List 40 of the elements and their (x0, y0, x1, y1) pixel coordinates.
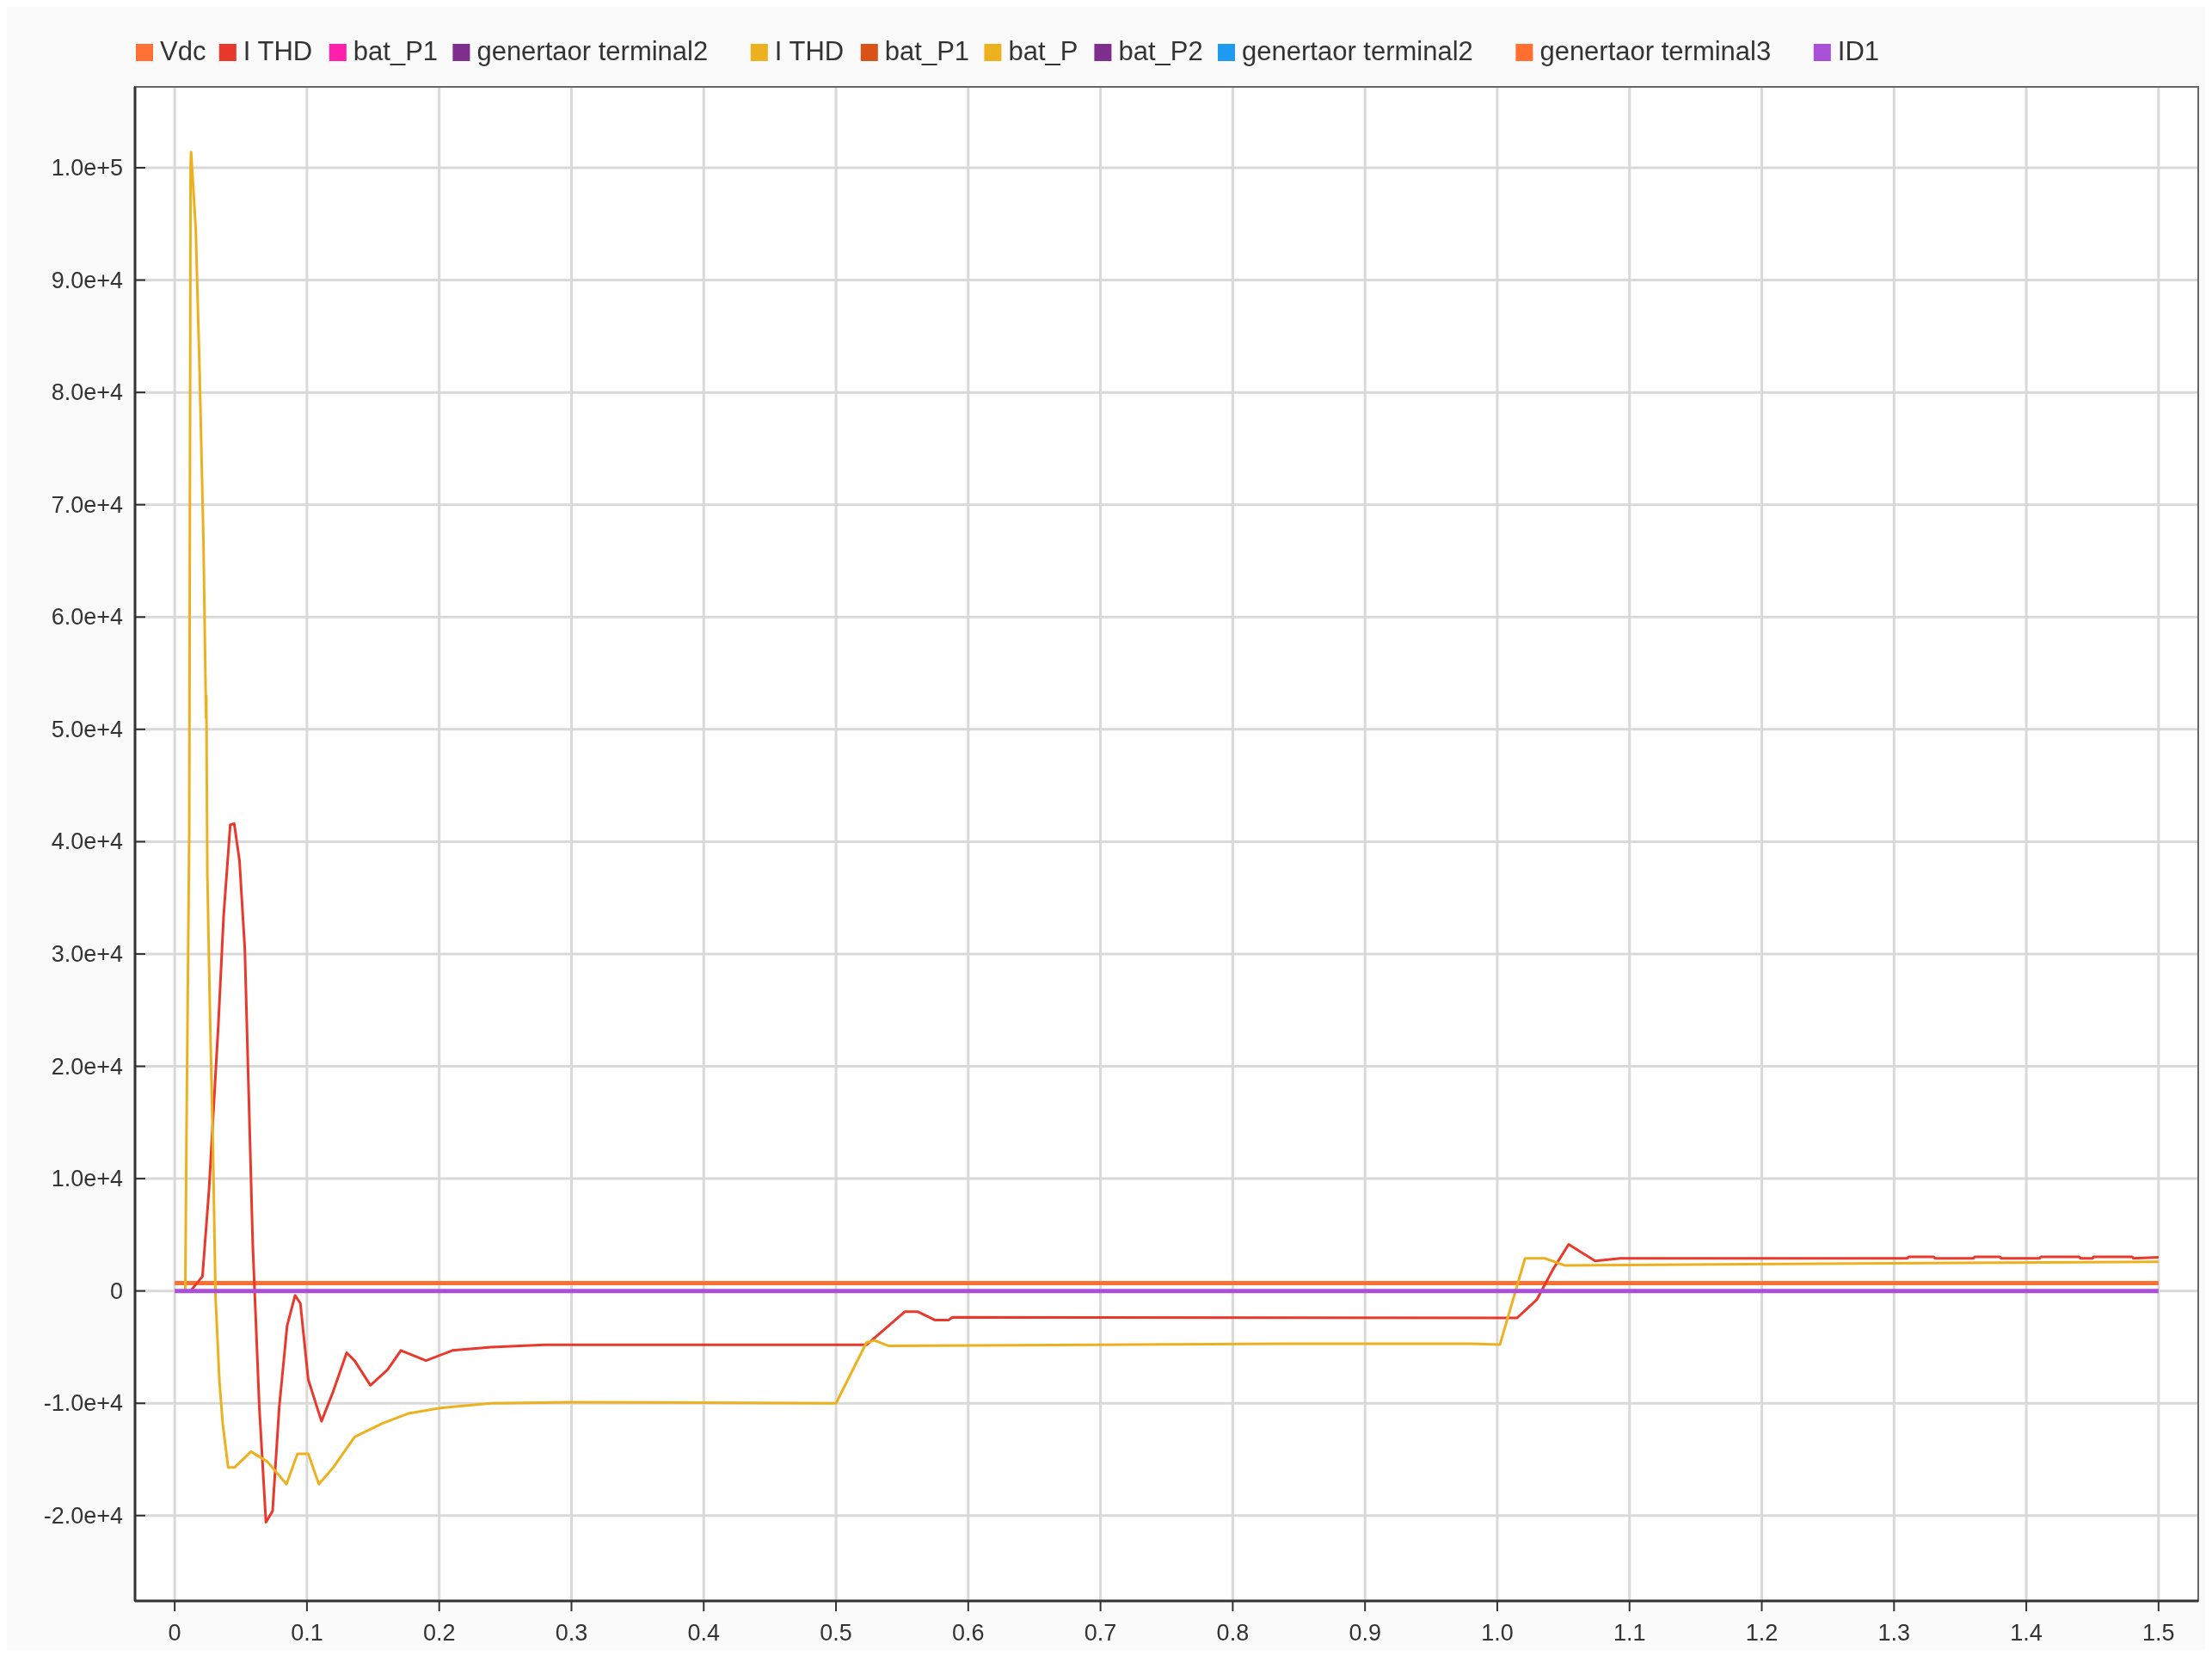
legend-label: genertaor terminal3 (1539, 36, 1772, 66)
x-tick-label: 0.2 (422, 1620, 456, 1646)
x-tick-label: 0.6 (952, 1620, 985, 1646)
y-tick-label: 7.0e+4 (51, 491, 123, 518)
legend-label: bat_P (1008, 36, 1078, 66)
legend-label: I THD (243, 36, 313, 66)
x-tick-label: 0.4 (687, 1620, 721, 1646)
x-tick-label: 1.4 (2010, 1620, 2043, 1646)
legend-label: bat_P1 (884, 36, 970, 66)
x-tick-label: 0.5 (820, 1620, 852, 1646)
y-tick-label: 1.0e+5 (51, 155, 123, 182)
legend-label: ID1 (1837, 36, 1880, 66)
legend-label: Vdc (160, 36, 206, 66)
x-tick-label: 1.5 (2142, 1620, 2175, 1646)
legend-label: genertaor terminal2 (476, 36, 709, 66)
x-tick-label: 0 (168, 1620, 181, 1646)
x-tick-label: 0.9 (1349, 1620, 1381, 1646)
y-tick-label: 8.0e+4 (51, 379, 123, 406)
x-tick-label: 0.8 (1216, 1620, 1250, 1646)
y-tick-label: 6.0e+4 (51, 604, 123, 631)
y-tick-label: 5.0e+4 (51, 716, 123, 742)
x-tick-label: 0.1 (291, 1620, 323, 1646)
x-tick-label: 1.1 (1613, 1620, 1646, 1646)
legend-label: bat_P1 (353, 36, 439, 66)
x-tick-label: 0.3 (555, 1620, 588, 1646)
y-tick-label: 0 (109, 1277, 123, 1304)
y-tick-label: -1.0e+4 (43, 1390, 123, 1417)
legend-label: bat_P2 (1118, 36, 1203, 66)
y-tick-label: 4.0e+4 (51, 828, 123, 855)
y-tick-label: -2.0e+4 (43, 1502, 123, 1529)
y-tick-label: 2.0e+4 (51, 1053, 123, 1080)
y-tick-label: 1.0e+4 (51, 1166, 123, 1192)
x-tick-label: 1.3 (1877, 1620, 1911, 1646)
legend-label: I THD (774, 36, 845, 66)
legend-label: genertaor terminal2 (1242, 36, 1473, 66)
y-tick-label: 3.0e+4 (51, 940, 123, 967)
x-tick-label: 0.7 (1084, 1620, 1117, 1646)
x-tick-label: 1.0 (1481, 1620, 1514, 1646)
y-tick-label: 9.0e+4 (51, 267, 123, 293)
x-tick-label: 1.2 (1745, 1620, 1779, 1646)
